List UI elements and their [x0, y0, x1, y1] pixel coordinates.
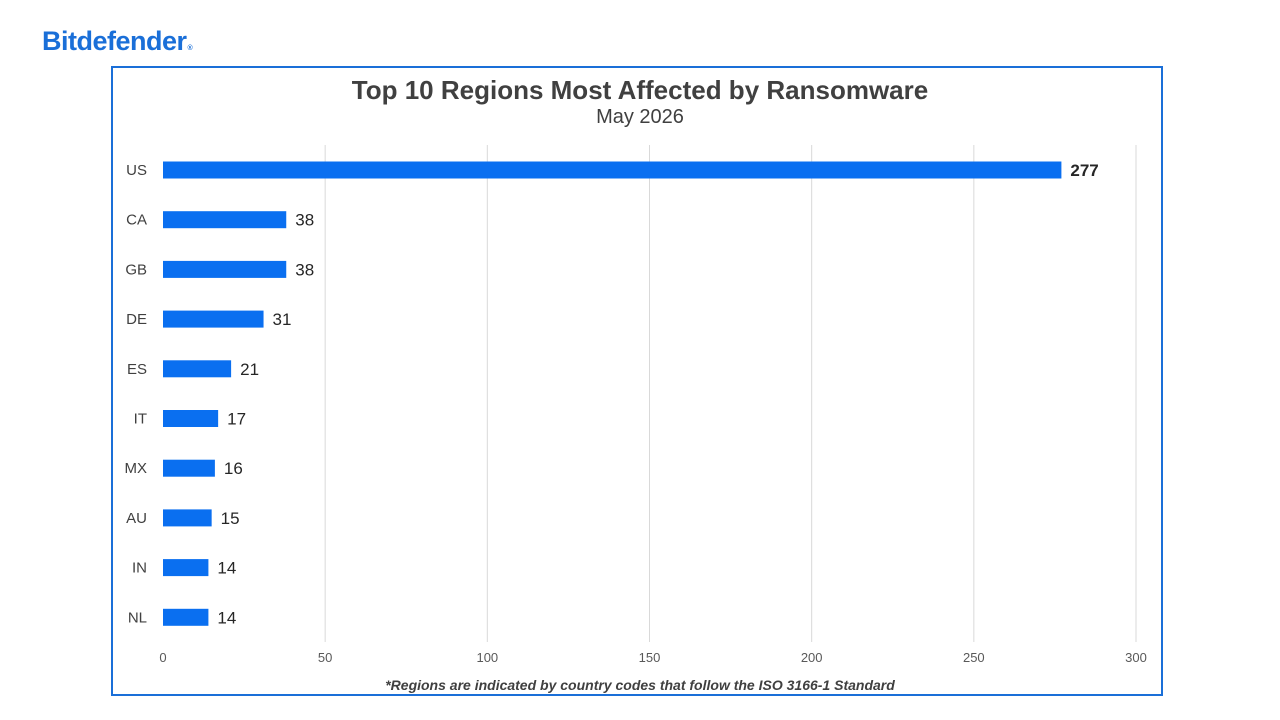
chart-subtitle: May 2026 [596, 106, 684, 128]
category-label: IN [132, 560, 147, 577]
bar [163, 410, 219, 427]
x-tick-label: 0 [159, 650, 166, 665]
data-label: 17 [227, 410, 246, 429]
data-label: 14 [217, 559, 236, 578]
bar [163, 608, 209, 626]
category-label: DE [126, 311, 147, 328]
category-label: GB [125, 261, 147, 278]
bar [163, 509, 212, 527]
x-tick-label: 200 [801, 650, 823, 665]
bar [163, 360, 232, 378]
registered-mark: ® [187, 45, 193, 52]
category-label: US [126, 162, 147, 179]
data-label: 277 [1070, 161, 1098, 180]
category-label: CA [126, 212, 147, 229]
bar [163, 310, 264, 328]
data-label: 31 [273, 310, 292, 329]
category-label: MX [125, 460, 148, 477]
data-label: 14 [217, 608, 236, 627]
bar [163, 211, 287, 229]
data-label: 38 [295, 211, 314, 230]
x-tick-label: 100 [476, 650, 498, 665]
x-tick-label: 250 [963, 650, 985, 665]
category-label: NL [128, 609, 147, 626]
chart-footnote: *Regions are indicated by country codes … [385, 677, 895, 693]
category-label: IT [134, 411, 147, 428]
data-label: 16 [224, 459, 243, 478]
bar [163, 161, 1062, 179]
bitdefender-logo: Bitdefender® [42, 26, 193, 57]
logo-text: Bitdefender [42, 26, 187, 56]
data-label: 15 [221, 509, 240, 528]
bar [163, 559, 209, 577]
category-label: AU [126, 510, 147, 527]
data-label: 38 [295, 260, 314, 279]
category-label: ES [127, 361, 147, 378]
bar [163, 260, 287, 278]
chart-title: Top 10 Regions Most Affected by Ransomwa… [351, 75, 929, 105]
x-tick-label: 300 [1125, 650, 1147, 665]
bar [163, 459, 215, 477]
x-tick-label: 150 [639, 650, 661, 665]
x-tick-label: 50 [318, 650, 332, 665]
data-label: 21 [240, 360, 259, 379]
